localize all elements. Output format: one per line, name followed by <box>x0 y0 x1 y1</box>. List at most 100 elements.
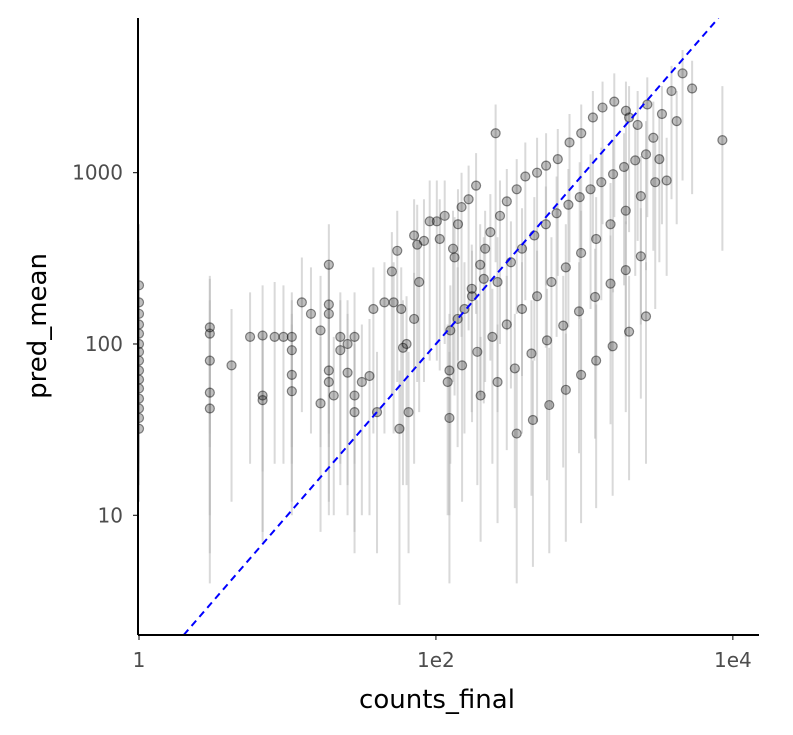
data-point <box>342 338 353 350</box>
data-point <box>286 345 297 356</box>
data-point <box>587 112 598 123</box>
data-point <box>640 311 652 322</box>
data-point <box>447 243 459 254</box>
data-point <box>552 154 563 165</box>
data-point <box>139 338 145 350</box>
data-point <box>349 390 360 401</box>
data-point <box>620 264 631 276</box>
data-point <box>516 243 528 254</box>
data-point <box>575 369 587 380</box>
data-point <box>544 399 555 411</box>
x-tick-label: 1e4 <box>714 648 752 672</box>
point-layer <box>139 68 728 439</box>
data-point <box>511 428 522 439</box>
data-point <box>139 403 145 414</box>
data-point <box>139 383 145 394</box>
data-point <box>620 205 631 216</box>
data-point <box>650 177 661 188</box>
data-point <box>632 119 643 131</box>
data-point <box>315 398 326 409</box>
data-point <box>286 369 297 380</box>
y-tick-label: 1000 <box>72 161 123 185</box>
data-point <box>323 365 334 376</box>
data-point <box>640 149 652 160</box>
data-point <box>396 303 407 315</box>
data-point <box>335 345 346 356</box>
data-point <box>456 360 468 371</box>
data-point <box>687 83 698 94</box>
data-point <box>591 355 602 366</box>
data-point <box>466 283 477 294</box>
data-point <box>444 412 455 424</box>
data-point <box>323 308 334 319</box>
data-point <box>286 386 297 397</box>
data-point <box>492 376 503 388</box>
y-tick-label: 10 <box>98 503 123 527</box>
data-point <box>558 320 569 331</box>
data-point <box>671 116 682 127</box>
data-point <box>551 208 562 219</box>
data-point <box>475 390 486 401</box>
data-point <box>139 365 145 376</box>
data-point <box>257 390 268 401</box>
data-point <box>226 360 237 371</box>
data-point <box>501 196 512 207</box>
y-tick-layer: 10 100 1000 <box>72 161 138 527</box>
data-point <box>349 331 360 342</box>
data-point <box>257 395 268 406</box>
data-point <box>204 355 215 366</box>
data-point <box>328 390 339 401</box>
data-point <box>540 219 551 230</box>
data-point <box>666 85 677 97</box>
data-point <box>204 403 215 414</box>
y-axis-title: pred_mean <box>23 253 53 399</box>
data-point <box>269 331 280 342</box>
data-point <box>490 128 501 139</box>
data-point <box>296 297 307 308</box>
data-point <box>139 355 145 366</box>
data-point <box>511 184 522 195</box>
data-point <box>139 308 145 319</box>
x-tick-layer: 1 1e2 1e4 <box>133 635 752 672</box>
data-point <box>449 252 460 263</box>
data-point <box>605 278 616 289</box>
data-point <box>618 161 630 173</box>
y-tick-label: 100 <box>85 332 123 356</box>
data-point <box>531 167 543 178</box>
data-point <box>531 291 543 302</box>
data-point <box>305 308 317 319</box>
data-point <box>452 219 464 230</box>
data-point <box>541 335 553 346</box>
data-point <box>418 235 430 246</box>
data-point <box>401 338 412 350</box>
data-point <box>630 155 641 166</box>
data-point <box>397 342 409 353</box>
data-point <box>356 376 367 388</box>
data-point <box>597 102 608 113</box>
data-point <box>472 346 483 357</box>
data-point <box>424 216 435 227</box>
data-point <box>139 328 145 339</box>
data-point <box>286 331 297 342</box>
data-point <box>439 210 450 221</box>
data-point <box>605 219 616 230</box>
data-point <box>563 199 574 210</box>
data-point <box>412 239 423 250</box>
data-point <box>591 233 602 245</box>
data-point <box>409 230 420 241</box>
data-point <box>444 365 455 376</box>
data-point <box>364 370 375 382</box>
data-point <box>394 423 405 434</box>
data-point <box>516 303 528 315</box>
data-point <box>546 276 557 288</box>
data-point <box>677 68 688 79</box>
data-point <box>257 330 268 341</box>
data-point <box>520 171 531 182</box>
data-point <box>278 331 289 342</box>
data-point <box>656 108 668 120</box>
data-point <box>139 319 145 330</box>
data-point <box>323 259 334 270</box>
data-point <box>456 201 467 213</box>
data-point <box>139 297 145 308</box>
